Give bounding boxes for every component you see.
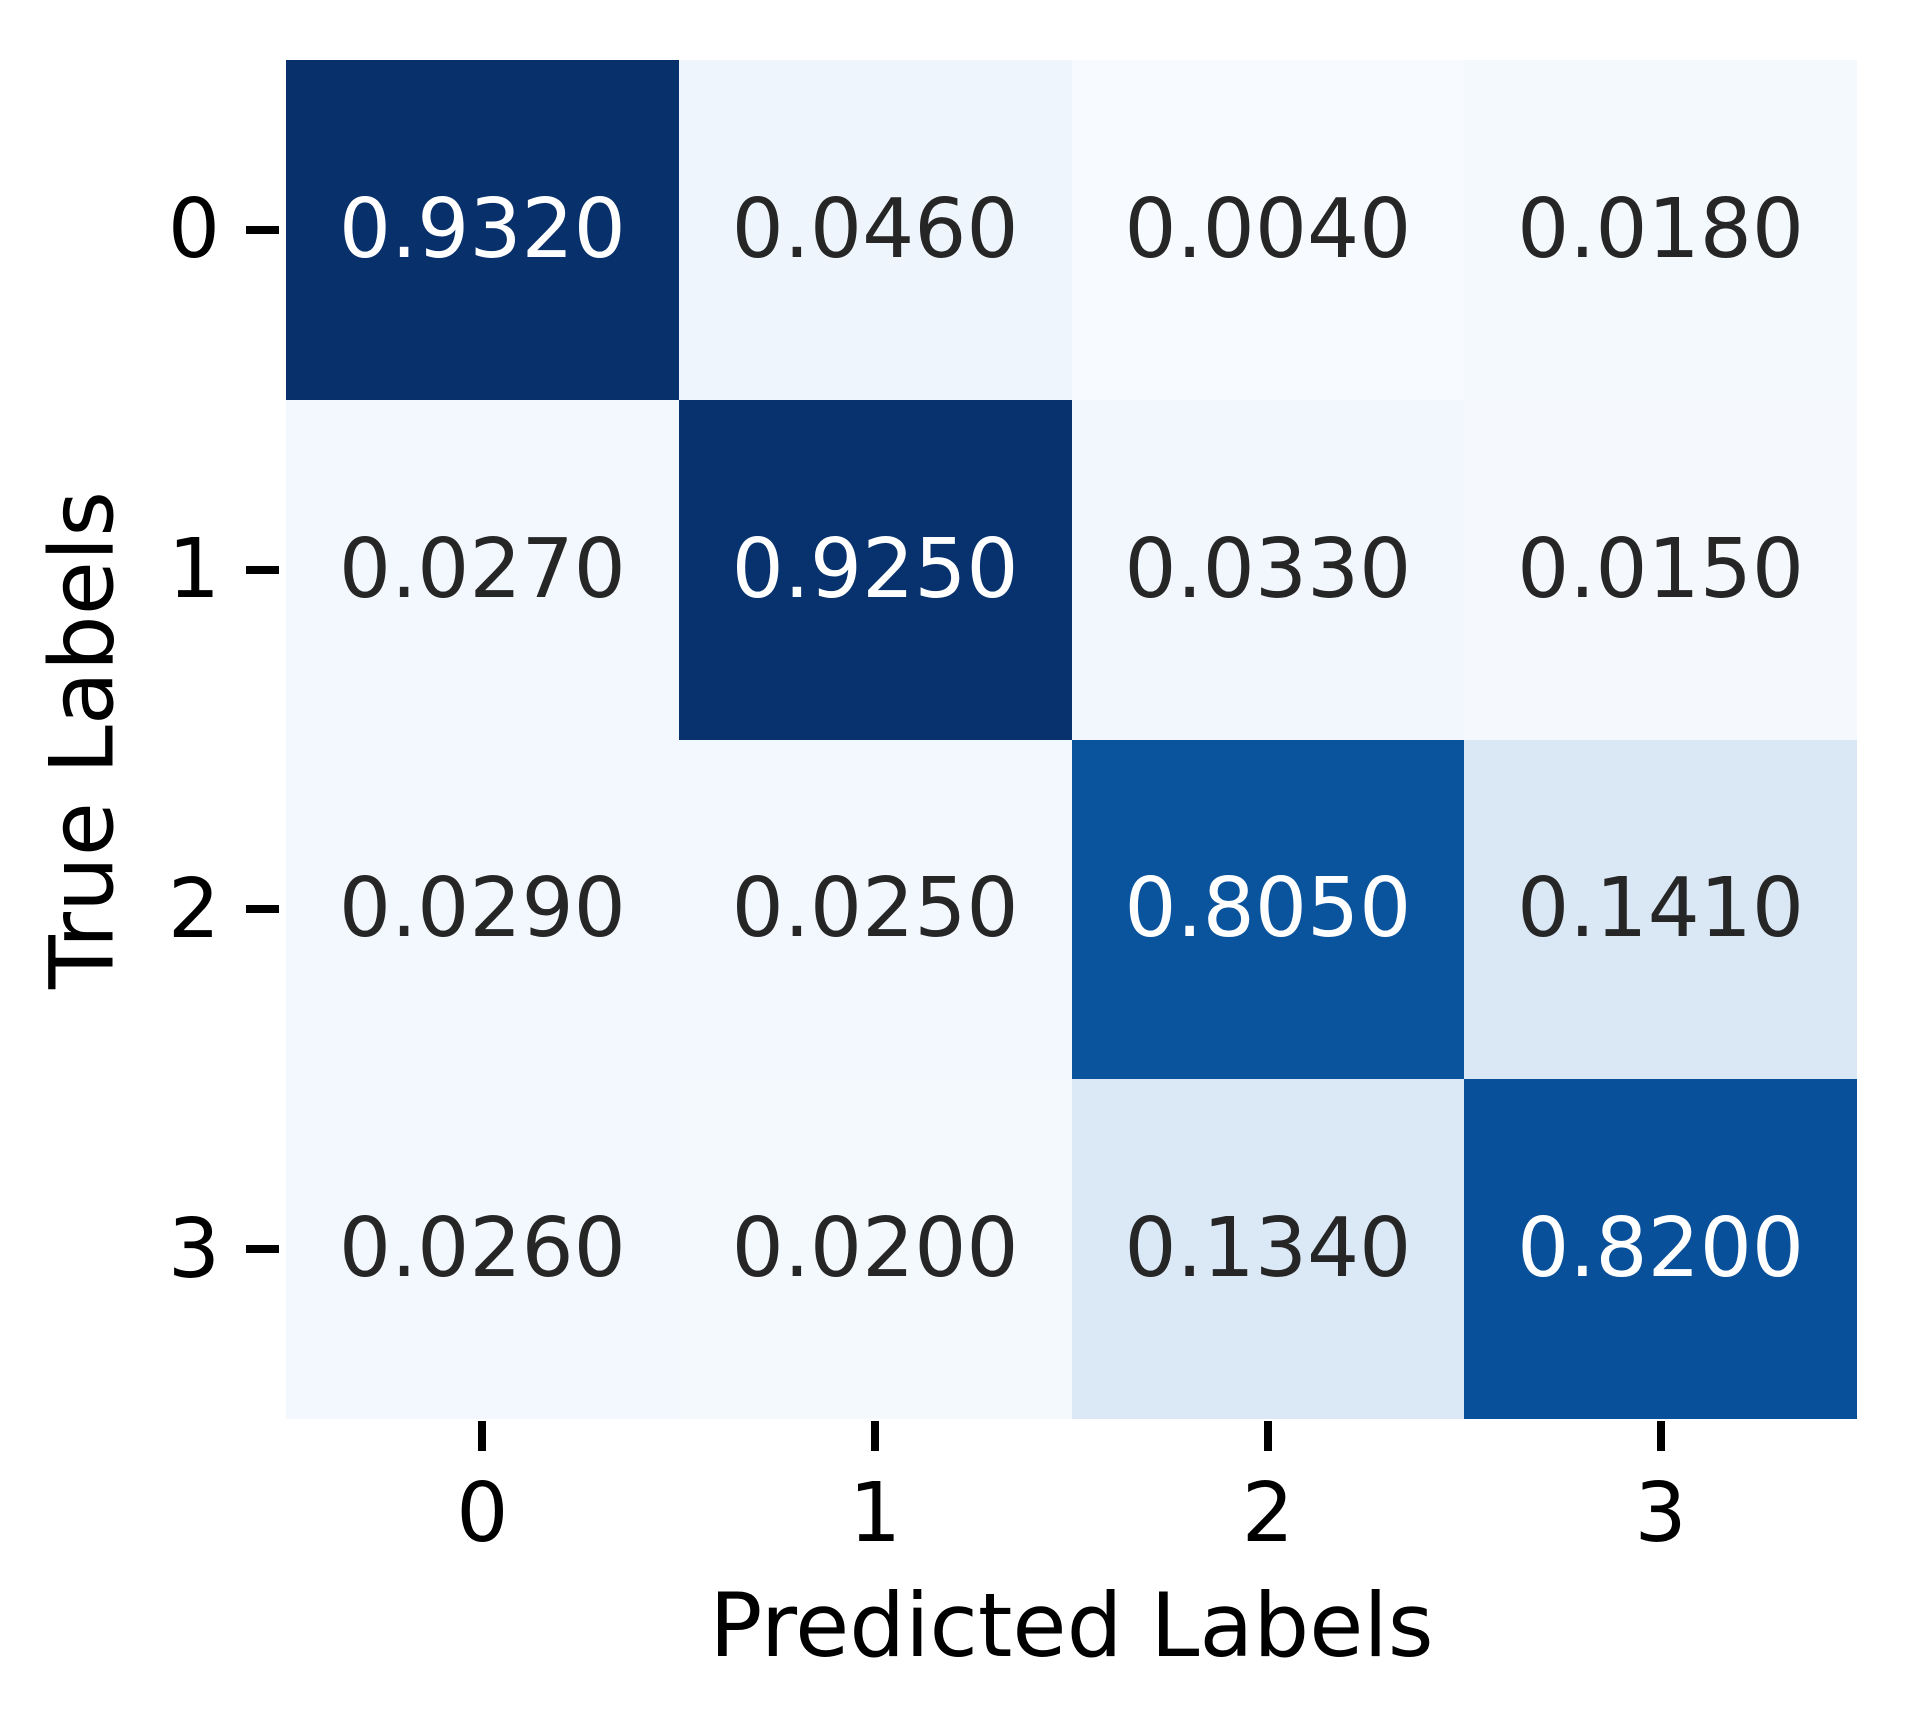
- cell-value: 0.1340: [1124, 1201, 1412, 1297]
- cell-value: 0.8050: [1124, 861, 1412, 957]
- cell-value: 0.0040: [1124, 181, 1412, 277]
- x-axis-title: Predicted Labels: [709, 1574, 1434, 1677]
- x-tick-label: 1: [849, 1466, 902, 1561]
- heatmap-cell-r3c3: 0.8200: [1464, 1079, 1857, 1419]
- cell-value: 0.0150: [1517, 521, 1805, 617]
- heatmap-cell-r2c2: 0.8050: [1071, 739, 1465, 1080]
- y-tick-mark: [246, 225, 279, 234]
- cell-value: 0.0460: [731, 181, 1019, 277]
- y-tick-label: 1: [167, 522, 220, 618]
- x-tick-label: 2: [1241, 1466, 1294, 1561]
- y-tick-label: 3: [167, 1201, 220, 1297]
- heatmap-cell-r1c0: 0.0270: [286, 399, 679, 740]
- heatmap-cell-r3c0: 0.0260: [286, 1079, 679, 1419]
- heatmap-cell-r3c1: 0.0200: [678, 1079, 1072, 1419]
- cell-value: 0.9250: [731, 521, 1019, 617]
- x-tick-mark: [871, 1421, 880, 1451]
- heatmap-cell-r2c1: 0.0250: [678, 739, 1072, 1080]
- heatmap-cell-r2c0: 0.0290: [286, 739, 679, 1080]
- cell-value: 0.9320: [338, 181, 626, 277]
- y-tick-mark: [246, 1245, 279, 1254]
- cell-value: 0.0180: [1517, 181, 1805, 277]
- cell-value: 0.0200: [731, 1201, 1019, 1297]
- heatmap-plot: 0.9320 0.0460 0.0040 0.0180 0.0270 0.9250 0.03…: [286, 60, 1857, 1419]
- cell-value: 0.0270: [338, 521, 626, 617]
- y-tick-label: 0: [167, 182, 220, 278]
- y-tick-mark: [246, 905, 279, 914]
- x-tick-label: 3: [1634, 1466, 1687, 1561]
- heatmap-cell-r1c3: 0.0150: [1464, 399, 1857, 740]
- heatmap-cell-r3c2: 0.1340: [1071, 1079, 1465, 1419]
- cell-value: 0.0330: [1124, 521, 1412, 617]
- heatmap-cell-r0c3: 0.0180: [1464, 60, 1857, 400]
- heatmap-cell-r0c1: 0.0460: [678, 60, 1072, 400]
- heatmap-cell-r1c2: 0.0330: [1071, 399, 1465, 740]
- cell-value: 0.0290: [338, 861, 626, 957]
- x-tick-mark: [1263, 1421, 1272, 1451]
- heatmap-cell-r0c0: 0.9320: [286, 60, 679, 400]
- heatmap-cell-r0c2: 0.0040: [1071, 60, 1465, 400]
- cell-value: 0.0250: [731, 861, 1019, 957]
- heatmap-cell-r1c1: 0.9250: [678, 399, 1072, 740]
- cell-value: 0.1410: [1517, 861, 1805, 957]
- y-tick-label: 2: [167, 861, 220, 957]
- y-tick-mark: [246, 565, 279, 574]
- cell-value: 0.0260: [338, 1201, 626, 1297]
- heatmap-cell-r2c3: 0.1410: [1464, 739, 1857, 1080]
- x-tick-label: 0: [456, 1466, 509, 1561]
- x-tick-mark: [1656, 1421, 1665, 1451]
- cell-value: 0.8200: [1517, 1201, 1805, 1297]
- x-tick-mark: [478, 1421, 487, 1451]
